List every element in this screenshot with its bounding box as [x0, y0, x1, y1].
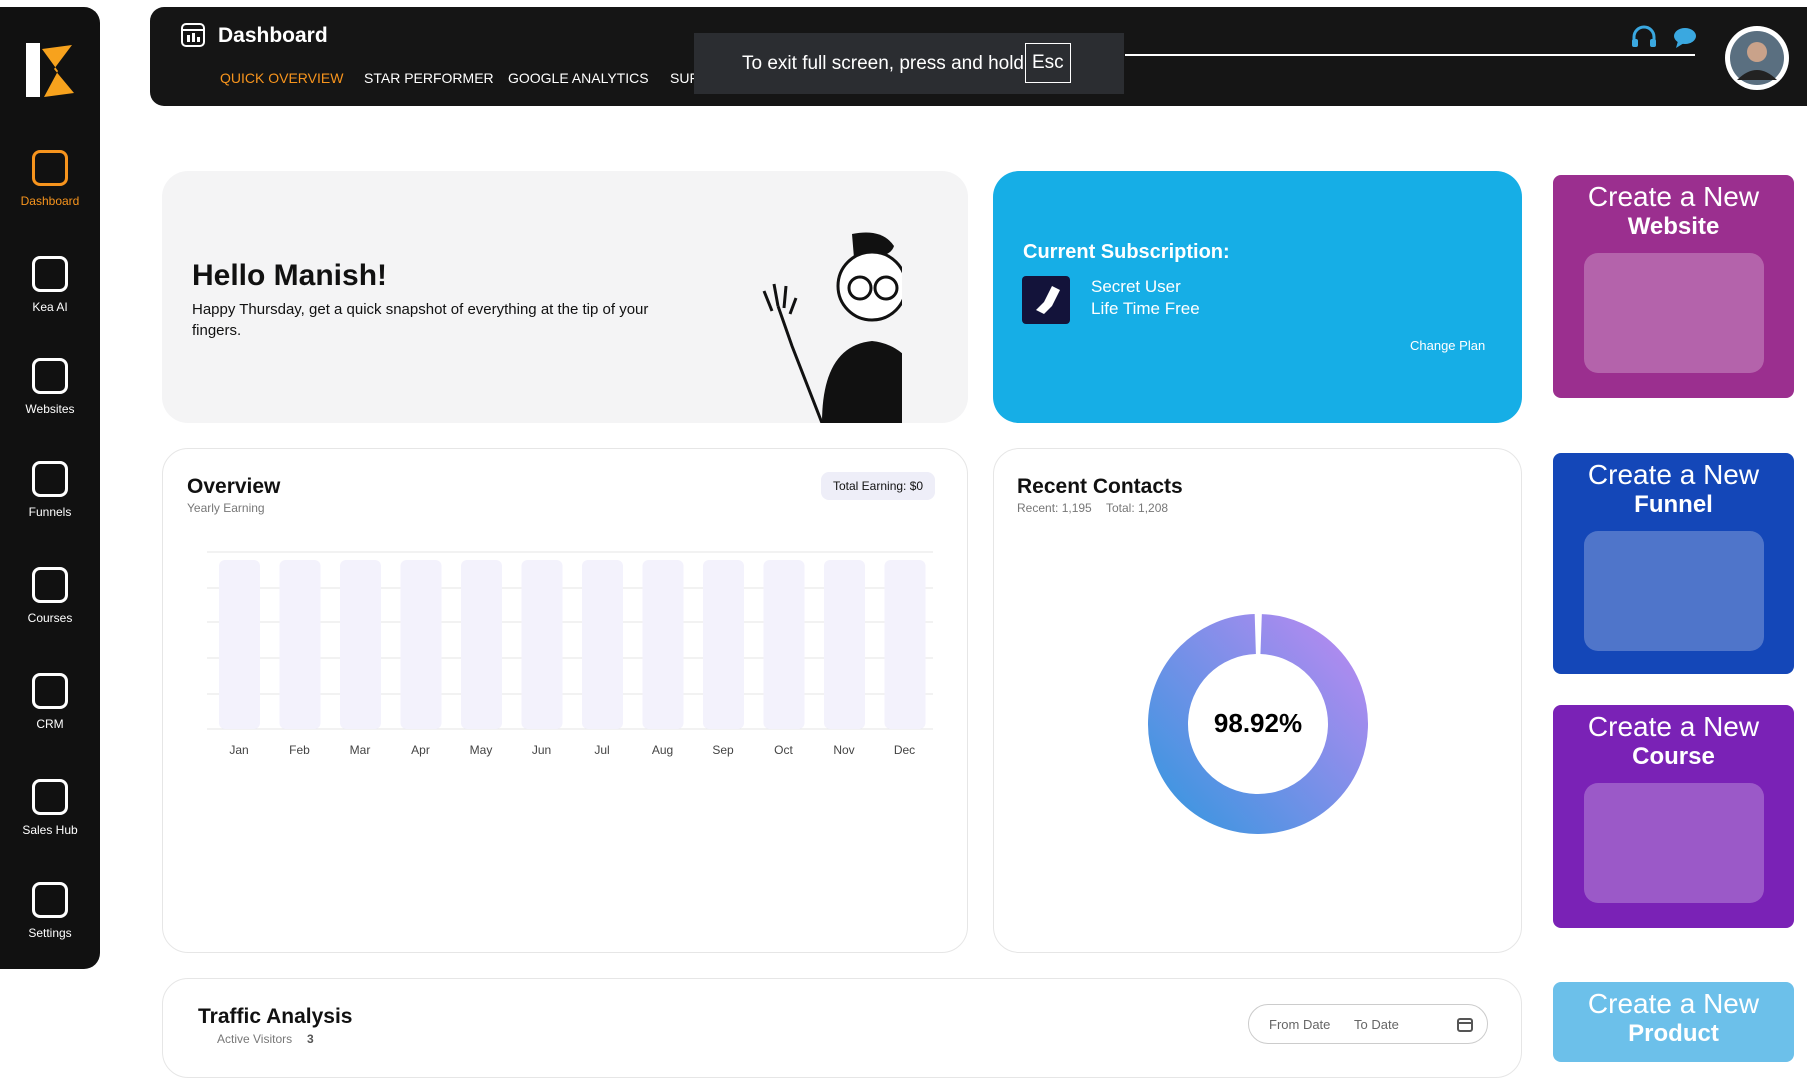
- nav-tab[interactable]: SUF: [670, 70, 698, 86]
- greeting-title: Hello Manish!: [192, 259, 388, 292]
- promo-illustration: [1583, 253, 1764, 373]
- total-earning-badge: Total Earning: $0: [821, 472, 936, 500]
- visitor-count: 3: [307, 1032, 314, 1046]
- promo-line2: Funnel: [1634, 491, 1713, 518]
- toast-text: To exit full screen, press and hold: [742, 53, 1024, 74]
- traffic-card: Traffic Analysis Active Visitors 3 From …: [162, 978, 1522, 1078]
- contacts-total: Total: 1,208: [1106, 501, 1169, 515]
- subscription-plan: Life Time Free: [1091, 299, 1200, 318]
- promo-card[interactable]: Create a New Product: [1553, 982, 1794, 1062]
- sidebar-icon: [32, 779, 68, 815]
- contacts-recent: Recent: 1,195: [1017, 501, 1092, 515]
- sidebar-label: Websites: [25, 402, 75, 416]
- sidebar-item[interactable]: Websites: [0, 358, 100, 416]
- traffic-subtitle: Active Visitors: [217, 1032, 293, 1046]
- overview-card: Overview Yearly Earning Total Earning: $…: [162, 448, 968, 953]
- sidebar-label: Dashboard: [20, 194, 80, 208]
- subscription-user: Secret User: [1091, 277, 1181, 296]
- sidebar-icon: [32, 358, 68, 394]
- promo-card[interactable]: Create a New Funnel: [1553, 453, 1794, 674]
- page: Dashboard Kea AI Websites Funnels Courses CRM…: [0, 7, 1807, 1078]
- date-range[interactable]: From Date To Date: [1248, 1004, 1488, 1044]
- sidebar-icon: [32, 567, 68, 603]
- promo-illustration: [1583, 783, 1764, 903]
- sidebar-label: Sales Hub: [22, 823, 78, 837]
- sidebar-item[interactable]: Kea AI: [0, 256, 100, 314]
- logo: [26, 43, 74, 97]
- contacts-card: Recent Contacts Recent: 1,195 Total: 1,2…: [993, 448, 1522, 953]
- overview-subtitle: Yearly Earning: [187, 501, 265, 515]
- greeting-text: Happy Thursday, get a quick snapshot of …: [192, 301, 649, 339]
- promo-card[interactable]: Create a New Course: [1553, 705, 1794, 928]
- divider: [1125, 54, 1695, 56]
- sidebar-item[interactable]: Dashboard: [0, 150, 100, 208]
- promo-line2: Course: [1632, 743, 1715, 770]
- sidebar-icon: [32, 256, 68, 292]
- sidebar-icon: [32, 673, 68, 709]
- promo-line1: Create a New: [1587, 459, 1760, 490]
- sidebar-item[interactable]: Courses: [0, 567, 100, 625]
- greeting-card: Hello Manish! Happy Thursday, get a quic…: [162, 171, 968, 423]
- promo-line1: Create a New: [1587, 181, 1760, 212]
- sidebar-item[interactable]: Sales Hub: [0, 779, 100, 837]
- plan-icon: [1022, 276, 1070, 324]
- sidebar-label: Settings: [28, 926, 72, 940]
- sidebar-label: Funnels: [28, 505, 72, 519]
- sidebar-label: Kea AI: [32, 300, 68, 314]
- toast-key: Esc: [1025, 43, 1071, 83]
- sidebar-label: Courses: [27, 611, 73, 625]
- fullscreen-toast: To exit full screen, press and hold Esc: [694, 33, 1124, 94]
- waving-illustration: [762, 232, 902, 423]
- donut-arc: [1148, 614, 1368, 834]
- sidebar-item[interactable]: Funnels: [0, 461, 100, 519]
- nav-tab[interactable]: STAR PERFORMER: [364, 70, 494, 86]
- change-plan-link[interactable]: Change Plan: [1410, 338, 1486, 353]
- overview-title: Overview: [187, 475, 281, 498]
- to-date[interactable]: To Date: [1354, 1017, 1399, 1032]
- promo-illustration: [1583, 531, 1764, 651]
- nav-tab[interactable]: GOOGLE ANALYTICS: [508, 70, 649, 86]
- sidebar-icon: [32, 461, 68, 497]
- promo-card[interactable]: Create a New Website: [1553, 175, 1794, 398]
- sidebar-icon: [32, 882, 68, 918]
- sidebar-label: CRM: [36, 717, 64, 731]
- sidebar-icon: [32, 150, 68, 186]
- sidebar: Dashboard Kea AI Websites Funnels Courses CRM…: [0, 7, 100, 969]
- support-icons[interactable]: [1630, 23, 1700, 53]
- from-date[interactable]: From Date: [1269, 1017, 1331, 1032]
- dashboard-icon: [181, 23, 205, 47]
- sidebar-item[interactable]: CRM: [0, 673, 100, 731]
- promo-line2: Website: [1627, 213, 1720, 240]
- calendar-icon: [1457, 1018, 1473, 1032]
- promo-line2: Product: [1628, 1020, 1719, 1047]
- traffic-title: Traffic Analysis: [198, 1005, 353, 1028]
- donut-label: 98.92%: [1214, 708, 1302, 738]
- subscription-title: Current Subscription:: [1023, 241, 1230, 263]
- sidebar-item[interactable]: Settings: [0, 882, 100, 940]
- contacts-title: Recent Contacts: [1017, 475, 1183, 498]
- nav-tab[interactable]: QUICK OVERVIEW: [220, 70, 344, 86]
- page-title: Dashboard: [218, 24, 328, 47]
- promo-line1: Create a New: [1587, 988, 1760, 1019]
- subscription-card: Current Subscription: Secret User Life T…: [993, 171, 1522, 423]
- contacts-donut: 98.92%: [1148, 614, 1368, 834]
- promo-line1: Create a New: [1587, 711, 1760, 742]
- avatar[interactable]: [1723, 24, 1791, 92]
